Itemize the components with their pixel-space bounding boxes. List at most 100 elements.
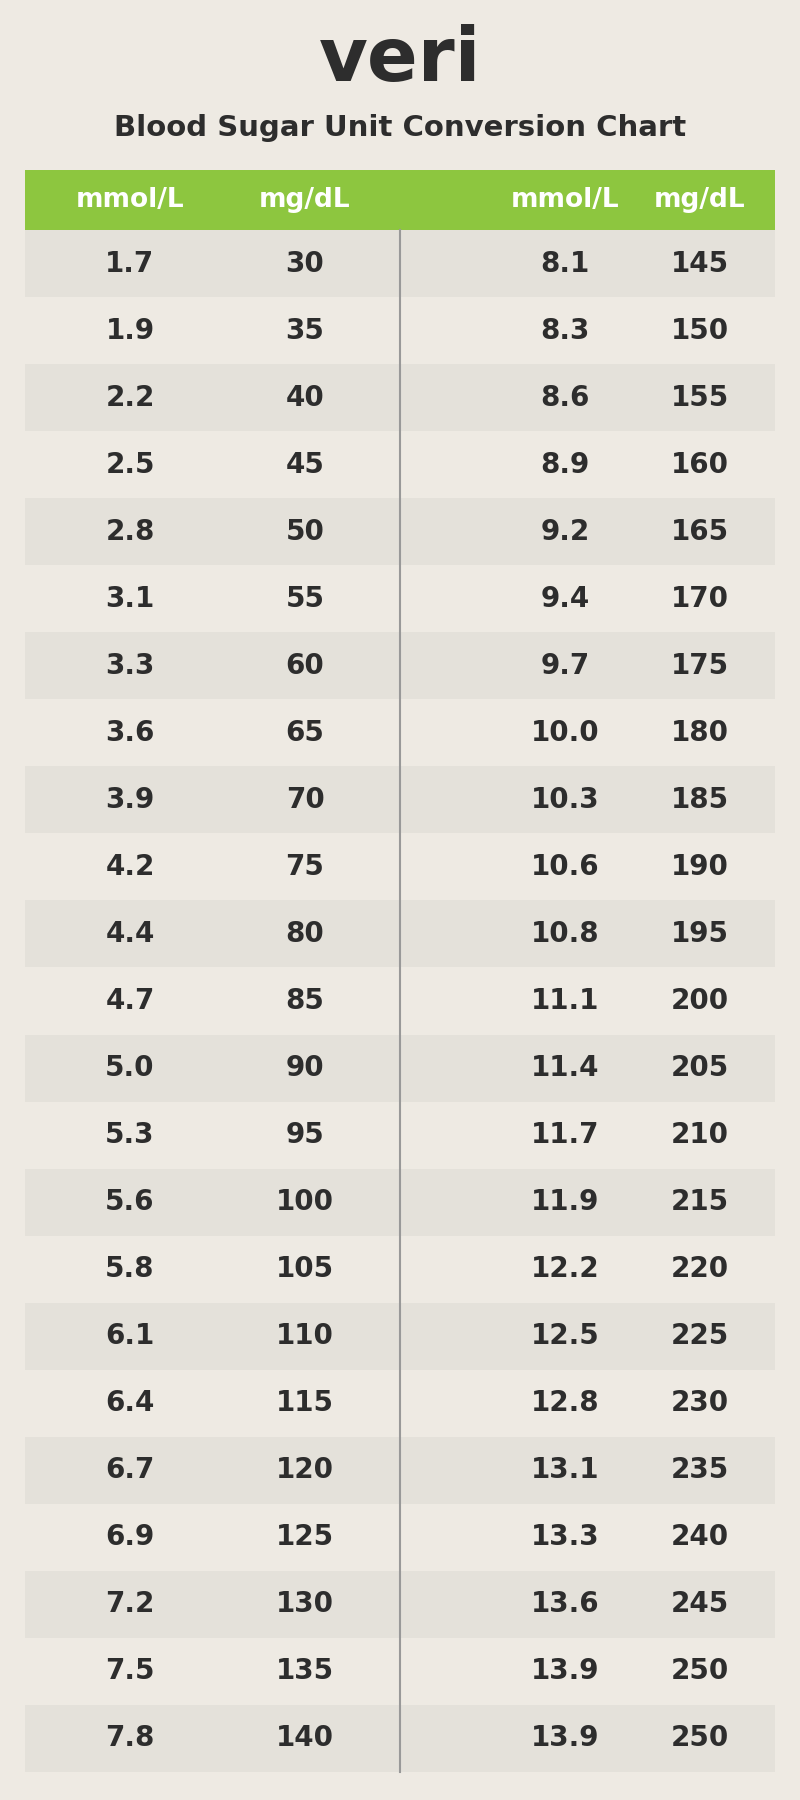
Text: 11.1: 11.1	[531, 986, 599, 1015]
Bar	[25, 967, 775, 1035]
Text: 130: 130	[276, 1591, 334, 1618]
Text: 150: 150	[671, 317, 729, 344]
Text: 105: 105	[276, 1255, 334, 1283]
Text: 55: 55	[286, 585, 325, 612]
Text: 9.2: 9.2	[540, 518, 590, 545]
Text: 155: 155	[671, 383, 729, 412]
Text: 165: 165	[671, 518, 729, 545]
Text: 230: 230	[671, 1390, 729, 1417]
Text: 5.0: 5.0	[106, 1055, 154, 1082]
Text: 11.9: 11.9	[531, 1188, 599, 1217]
Text: 200: 200	[671, 986, 729, 1015]
Text: mmol/L: mmol/L	[510, 187, 619, 212]
Text: 6.1: 6.1	[106, 1323, 154, 1350]
Text: 135: 135	[276, 1658, 334, 1685]
Bar	[25, 1705, 775, 1771]
Text: 35: 35	[286, 317, 325, 344]
Text: 210: 210	[671, 1121, 729, 1148]
Text: 190: 190	[671, 853, 729, 880]
Text: 3.3: 3.3	[106, 652, 154, 680]
Text: Blood Sugar Unit Conversion Chart: Blood Sugar Unit Conversion Chart	[114, 113, 686, 142]
Text: veri: veri	[319, 23, 481, 97]
Text: 7.2: 7.2	[106, 1591, 154, 1618]
Text: 5.6: 5.6	[106, 1188, 154, 1217]
Text: 145: 145	[671, 250, 729, 277]
Text: 115: 115	[276, 1390, 334, 1417]
Bar	[25, 169, 775, 230]
Bar	[25, 1436, 775, 1503]
Text: 100: 100	[276, 1188, 334, 1217]
Text: 95: 95	[286, 1121, 324, 1148]
Text: 60: 60	[286, 652, 324, 680]
Text: 2.2: 2.2	[106, 383, 154, 412]
Bar	[25, 1503, 775, 1571]
Text: 170: 170	[671, 585, 729, 612]
Text: 140: 140	[276, 1724, 334, 1753]
Bar	[25, 1571, 775, 1638]
Text: 2.5: 2.5	[106, 450, 154, 479]
Bar	[25, 1102, 775, 1168]
Text: 80: 80	[286, 920, 324, 949]
Text: 10.3: 10.3	[530, 787, 599, 814]
Text: 125: 125	[276, 1523, 334, 1552]
Text: 11.7: 11.7	[530, 1121, 599, 1148]
Text: 205: 205	[671, 1055, 729, 1082]
Bar	[25, 1168, 775, 1235]
Text: 8.9: 8.9	[540, 450, 590, 479]
Text: 13.1: 13.1	[530, 1456, 599, 1485]
Text: 11.4: 11.4	[530, 1055, 599, 1082]
Text: 9.7: 9.7	[540, 652, 590, 680]
Bar	[25, 432, 775, 499]
Text: 40: 40	[286, 383, 324, 412]
Text: 240: 240	[671, 1523, 729, 1552]
Bar	[25, 364, 775, 432]
Text: 175: 175	[671, 652, 729, 680]
Text: 6.7: 6.7	[106, 1456, 154, 1485]
Text: 6.4: 6.4	[106, 1390, 154, 1417]
Text: 75: 75	[286, 853, 325, 880]
Text: 70: 70	[286, 787, 324, 814]
Bar	[25, 499, 775, 565]
Text: 120: 120	[276, 1456, 334, 1485]
Text: 250: 250	[671, 1724, 729, 1753]
Bar	[25, 565, 775, 632]
Text: 90: 90	[286, 1055, 324, 1082]
Text: 250: 250	[671, 1658, 729, 1685]
Bar	[25, 1638, 775, 1705]
Text: 160: 160	[671, 450, 729, 479]
Text: 1.7: 1.7	[106, 250, 154, 277]
Text: 215: 215	[671, 1188, 729, 1217]
Bar	[25, 297, 775, 364]
Bar	[25, 833, 775, 900]
Bar	[25, 230, 775, 297]
Text: 13.3: 13.3	[530, 1523, 599, 1552]
Bar	[25, 700, 775, 767]
Text: 45: 45	[286, 450, 325, 479]
Text: 7.8: 7.8	[106, 1724, 154, 1753]
Text: 4.7: 4.7	[106, 986, 154, 1015]
Text: 185: 185	[671, 787, 729, 814]
Text: 245: 245	[671, 1591, 729, 1618]
Text: 4.2: 4.2	[106, 853, 154, 880]
Text: 3.9: 3.9	[106, 787, 154, 814]
Text: mg/dL: mg/dL	[259, 187, 351, 212]
Bar	[25, 900, 775, 967]
Text: 8.1: 8.1	[540, 250, 590, 277]
Bar	[25, 1235, 775, 1303]
Text: 5.3: 5.3	[106, 1121, 154, 1148]
Text: 235: 235	[671, 1456, 729, 1485]
Text: 220: 220	[671, 1255, 729, 1283]
Text: 5.8: 5.8	[106, 1255, 154, 1283]
Text: 195: 195	[671, 920, 729, 949]
Text: 10.0: 10.0	[530, 718, 599, 747]
Text: 8.6: 8.6	[540, 383, 590, 412]
Text: 3.1: 3.1	[106, 585, 154, 612]
Text: 13.9: 13.9	[530, 1658, 599, 1685]
Text: 12.2: 12.2	[530, 1255, 599, 1283]
Text: 13.6: 13.6	[530, 1591, 599, 1618]
Text: mmol/L: mmol/L	[76, 187, 184, 212]
Text: 13.9: 13.9	[530, 1724, 599, 1753]
Text: 180: 180	[671, 718, 729, 747]
Text: 7.5: 7.5	[106, 1658, 154, 1685]
Bar	[25, 1035, 775, 1102]
